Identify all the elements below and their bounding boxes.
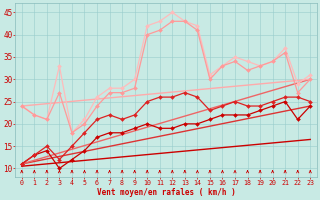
X-axis label: Vent moyen/en rafales ( km/h ): Vent moyen/en rafales ( km/h ) <box>97 188 236 197</box>
